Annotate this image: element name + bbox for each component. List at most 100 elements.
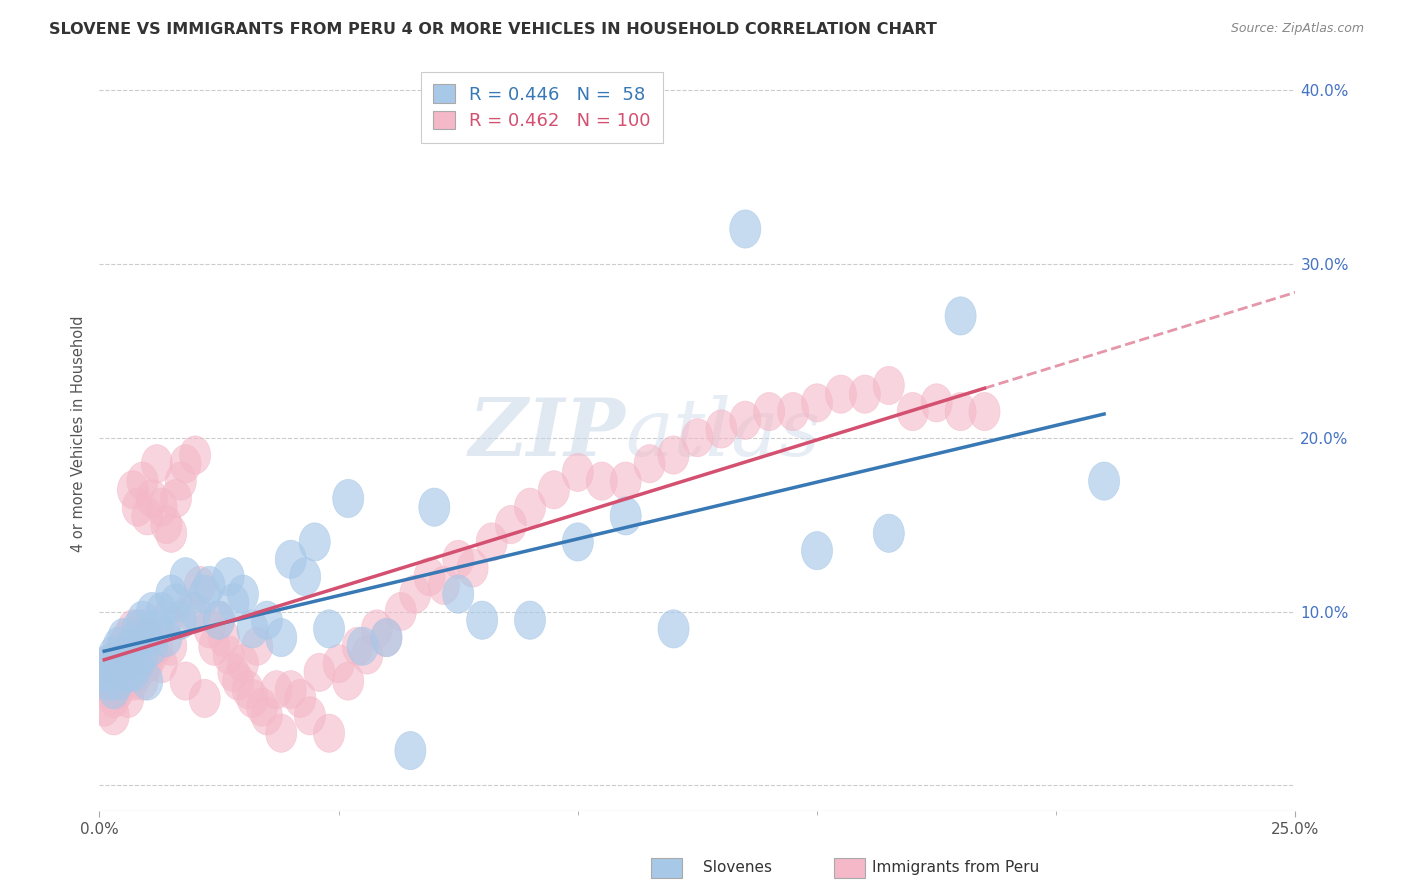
Ellipse shape	[754, 392, 785, 431]
Ellipse shape	[132, 645, 163, 682]
Ellipse shape	[166, 601, 197, 640]
Ellipse shape	[333, 479, 364, 517]
Ellipse shape	[93, 645, 125, 682]
Ellipse shape	[634, 444, 665, 483]
Ellipse shape	[276, 671, 307, 709]
Ellipse shape	[160, 479, 191, 517]
Ellipse shape	[93, 662, 125, 700]
Text: Slovenes: Slovenes	[703, 860, 772, 874]
Ellipse shape	[122, 645, 153, 682]
Ellipse shape	[873, 514, 904, 552]
Ellipse shape	[562, 523, 593, 561]
Ellipse shape	[658, 610, 689, 648]
Ellipse shape	[228, 645, 259, 682]
Ellipse shape	[371, 618, 402, 657]
Ellipse shape	[170, 558, 201, 596]
Ellipse shape	[112, 653, 143, 691]
Ellipse shape	[218, 653, 249, 691]
Ellipse shape	[98, 671, 129, 709]
Ellipse shape	[730, 401, 761, 440]
Ellipse shape	[156, 514, 187, 552]
Ellipse shape	[98, 636, 129, 674]
Ellipse shape	[352, 636, 382, 674]
Ellipse shape	[93, 645, 125, 682]
Ellipse shape	[89, 662, 120, 700]
Ellipse shape	[706, 409, 737, 448]
Ellipse shape	[825, 375, 856, 413]
Legend: R = 0.446   N =  58, R = 0.462   N = 100: R = 0.446 N = 58, R = 0.462 N = 100	[420, 71, 664, 143]
Ellipse shape	[117, 610, 149, 648]
Ellipse shape	[801, 384, 832, 422]
Ellipse shape	[682, 418, 713, 457]
Ellipse shape	[218, 583, 249, 622]
Ellipse shape	[873, 367, 904, 405]
Ellipse shape	[778, 392, 808, 431]
Ellipse shape	[103, 671, 134, 709]
Ellipse shape	[495, 506, 526, 544]
Ellipse shape	[156, 627, 187, 665]
Ellipse shape	[395, 731, 426, 770]
Ellipse shape	[127, 462, 157, 500]
Ellipse shape	[198, 627, 229, 665]
Ellipse shape	[314, 610, 344, 648]
Ellipse shape	[204, 601, 235, 640]
Ellipse shape	[112, 636, 143, 674]
Ellipse shape	[945, 392, 976, 431]
Ellipse shape	[304, 653, 335, 691]
Ellipse shape	[160, 583, 191, 622]
Ellipse shape	[170, 662, 201, 700]
Ellipse shape	[610, 497, 641, 535]
Ellipse shape	[562, 453, 593, 491]
Ellipse shape	[146, 592, 177, 631]
Ellipse shape	[385, 592, 416, 631]
Ellipse shape	[242, 627, 273, 665]
Ellipse shape	[108, 645, 139, 682]
Ellipse shape	[112, 618, 143, 657]
Y-axis label: 4 or more Vehicles in Household: 4 or more Vehicles in Household	[72, 315, 86, 551]
Ellipse shape	[290, 558, 321, 596]
Ellipse shape	[127, 601, 157, 640]
Ellipse shape	[122, 488, 153, 526]
Ellipse shape	[371, 618, 402, 657]
Ellipse shape	[150, 506, 181, 544]
Ellipse shape	[467, 601, 498, 640]
Ellipse shape	[117, 471, 149, 509]
Ellipse shape	[170, 444, 201, 483]
Ellipse shape	[443, 575, 474, 613]
Ellipse shape	[252, 601, 283, 640]
Ellipse shape	[117, 653, 149, 691]
Ellipse shape	[730, 210, 761, 248]
Ellipse shape	[132, 497, 163, 535]
Ellipse shape	[89, 653, 120, 691]
Ellipse shape	[361, 610, 392, 648]
Text: atlas: atlas	[626, 394, 821, 472]
Ellipse shape	[108, 618, 139, 657]
Ellipse shape	[214, 636, 245, 674]
Ellipse shape	[222, 662, 253, 700]
Ellipse shape	[299, 523, 330, 561]
Ellipse shape	[266, 618, 297, 657]
Ellipse shape	[166, 462, 197, 500]
Ellipse shape	[228, 575, 259, 613]
Ellipse shape	[515, 488, 546, 526]
Ellipse shape	[146, 645, 177, 682]
Ellipse shape	[190, 680, 221, 717]
Ellipse shape	[413, 558, 446, 596]
Text: Immigrants from Peru: Immigrants from Peru	[872, 860, 1039, 874]
Ellipse shape	[849, 375, 880, 413]
Ellipse shape	[146, 488, 177, 526]
Ellipse shape	[108, 645, 139, 682]
Ellipse shape	[214, 558, 245, 596]
Ellipse shape	[347, 627, 378, 665]
Ellipse shape	[141, 627, 173, 665]
Ellipse shape	[238, 680, 269, 717]
Ellipse shape	[150, 618, 181, 657]
Ellipse shape	[117, 627, 149, 665]
Ellipse shape	[443, 541, 474, 579]
Ellipse shape	[141, 444, 173, 483]
Ellipse shape	[921, 384, 952, 422]
Ellipse shape	[122, 627, 153, 665]
Ellipse shape	[285, 680, 316, 717]
Ellipse shape	[141, 610, 173, 648]
Ellipse shape	[457, 549, 488, 587]
